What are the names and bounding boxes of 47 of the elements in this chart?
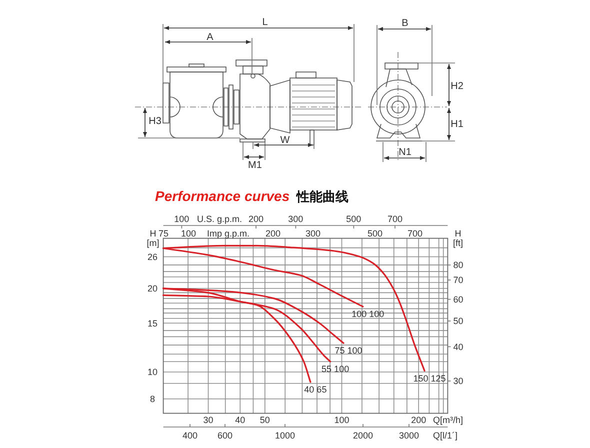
y-axis-title: H [m]	[146, 228, 160, 248]
annotation: 1000	[274, 430, 296, 440]
x-tick-label: 30	[203, 415, 214, 425]
x-tick-label: 200	[411, 415, 426, 425]
annotation: H1	[450, 119, 464, 130]
y2-axis-title: H [ft]	[452, 228, 464, 248]
annotation: 300	[305, 228, 321, 238]
annotation: 200	[265, 228, 281, 238]
annotation: H2	[450, 81, 464, 92]
annotation: 600	[217, 430, 233, 440]
y-tick-label: 26	[147, 252, 158, 262]
annotation: 700	[387, 214, 403, 224]
annotation: 700	[407, 228, 423, 238]
annotation: 60	[453, 294, 464, 304]
annotation: H3	[148, 116, 162, 127]
annotation: 200	[248, 214, 264, 224]
annotation: W	[280, 135, 290, 146]
y-tick-label: 20	[147, 284, 158, 294]
annotation: 70	[453, 275, 464, 286]
annotation: 100	[180, 228, 196, 238]
annotation: N1	[398, 147, 412, 158]
y-tick-label: 8	[150, 394, 156, 404]
subtitle: 性能曲线	[296, 189, 349, 204]
annotation: 500	[367, 228, 383, 238]
y-tick-label: 15	[147, 318, 158, 328]
annotation: 3000	[398, 430, 420, 440]
annotation: B	[402, 18, 408, 29]
annotation: 50	[453, 316, 464, 326]
y-tick-label: 10	[147, 367, 158, 378]
annotation: 400	[182, 430, 198, 440]
annotation: 40	[453, 342, 464, 352]
annotation: M1	[248, 160, 262, 171]
annotation: 30	[453, 376, 464, 386]
x-tick-label: 50	[260, 415, 270, 425]
x-tick-label: 40	[235, 415, 246, 425]
annotation: Q[l/1´]	[433, 430, 458, 440]
x-tick-label: 100	[334, 415, 350, 425]
annotation: 2000	[352, 430, 374, 440]
annotation: 100	[174, 214, 190, 224]
annotation: A	[206, 32, 214, 43]
annotation: L	[262, 17, 268, 28]
annotation: 500	[346, 214, 362, 224]
annotation: 300	[288, 214, 304, 224]
annotation: Imp g.p.m.	[207, 228, 250, 238]
title: Performance curves	[155, 188, 290, 204]
annotation: 80	[453, 260, 464, 270]
annotation: 75	[158, 228, 168, 238]
